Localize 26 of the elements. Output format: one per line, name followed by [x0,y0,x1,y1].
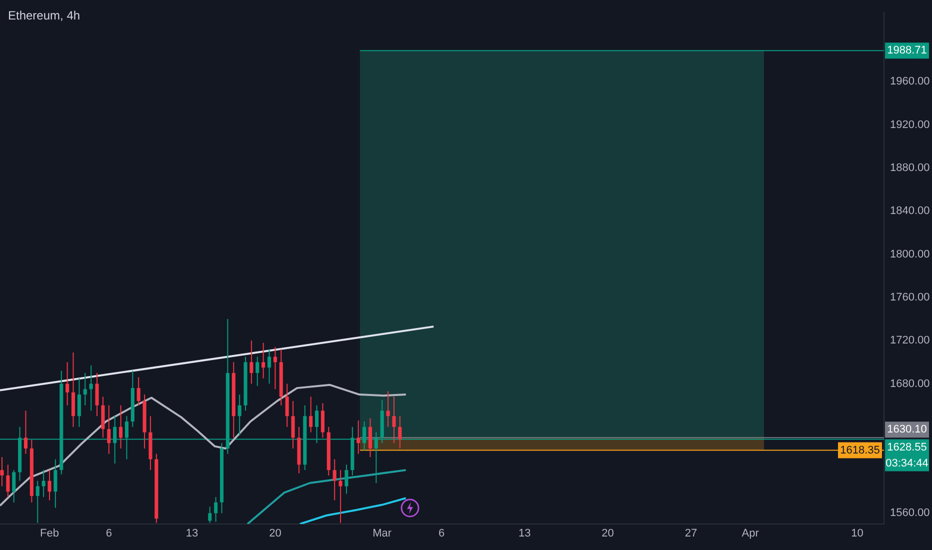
y-tick-label: 1960.00 [890,76,930,88]
y-tick-label: 1840.00 [890,205,930,218]
ref-line-label: 1630.10 [887,424,927,436]
ref-line-label: 1618.35 [840,444,880,456]
ref-line-label: 1628.55 [887,441,927,454]
x-tick-label: Apr [742,528,760,540]
y-tick-label: 1680.00 [890,378,930,390]
x-tick-label: 27 [684,528,698,540]
y-tick-label: 1560.00 [890,507,930,520]
y-tick-label: 1720.00 [890,334,930,347]
chart-title: Ethereum, 4h [8,8,80,22]
y-tick-label: 1880.00 [890,162,930,174]
x-tick-label: 20 [269,528,282,540]
ref-line-label: 1988.71 [887,44,927,57]
x-tick-label: Feb [40,528,59,540]
x-tick-label: 10 [851,528,864,540]
y-tick-label: 1920.00 [890,118,930,131]
x-tick-label: 13 [518,528,531,540]
x-tick-label: 6 [106,528,112,540]
text: 03:34:44 [886,457,928,470]
x-tick-label: Mar [372,528,392,540]
x-tick-label: 13 [186,528,198,540]
y-tick-label: 1760.00 [890,291,930,304]
x-tick-label: 20 [602,528,614,540]
x-tick-label: 6 [438,528,445,540]
y-tick-label: 1800.00 [890,248,930,260]
